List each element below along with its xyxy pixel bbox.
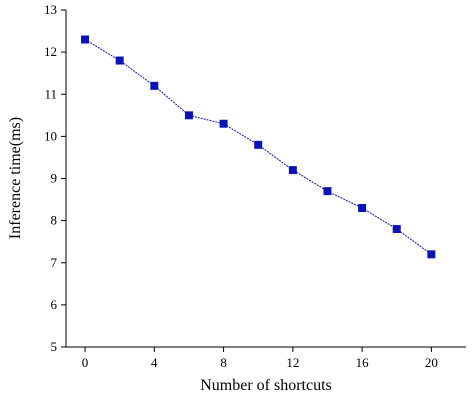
- marker: [427, 250, 436, 259]
- x-tick-label: 12: [286, 355, 299, 370]
- x-axis-label: Number of shortcuts: [200, 377, 332, 394]
- y-axis-label: Inference time(ms): [7, 117, 24, 239]
- marker: [184, 111, 193, 120]
- y-tick-label: 12: [44, 44, 57, 59]
- marker: [323, 187, 332, 196]
- y-tick-label: 5: [51, 339, 58, 354]
- y-tick-label: 13: [44, 2, 57, 17]
- marker: [288, 166, 297, 175]
- x-tick-label: 4: [151, 355, 158, 370]
- y-tick-label: 11: [44, 86, 57, 101]
- x-tick-label: 0: [82, 355, 89, 370]
- y-tick-label: 8: [51, 213, 58, 228]
- marker: [358, 203, 367, 212]
- marker: [81, 35, 90, 44]
- y-tick-label: 10: [44, 128, 57, 143]
- x-tick-label: 8: [220, 355, 227, 370]
- marker: [392, 225, 401, 234]
- x-tick-label: 16: [356, 355, 370, 370]
- marker: [150, 81, 159, 90]
- marker: [219, 119, 228, 128]
- x-tick-label: 20: [425, 355, 438, 370]
- y-tick-label: 6: [51, 297, 58, 312]
- y-tick-label: 7: [51, 255, 58, 270]
- y-tick-label: 9: [51, 171, 58, 186]
- marker: [254, 140, 263, 149]
- marker: [115, 56, 124, 65]
